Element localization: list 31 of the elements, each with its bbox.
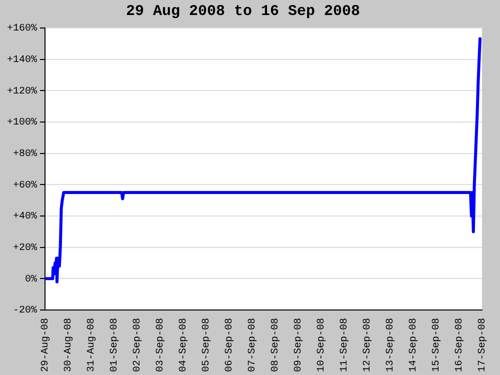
y-tick-label: -20%: [12, 306, 38, 317]
y-tick-label: +100%: [6, 118, 38, 129]
x-tick-label: 04-Sep-08: [178, 318, 190, 372]
x-tick-label: 01-Sep-08: [110, 318, 121, 372]
x-tick-label: 17-Sep-08: [478, 318, 489, 372]
x-tick-label: 30-Aug-08: [64, 318, 75, 372]
x-tick-label: 03-Sep-08: [156, 318, 167, 372]
x-tick-label: 06-Sep-08: [224, 318, 236, 372]
y-tick-label: +80%: [12, 148, 38, 160]
x-tick-label: 29-Aug-08: [40, 318, 52, 372]
x-tick-label: 07-Sep-08: [248, 318, 259, 372]
y-tick-label: +160%: [6, 24, 38, 35]
x-tick-label: 02-Sep-08: [132, 318, 144, 372]
x-tick-label: 14-Sep-08: [408, 318, 420, 372]
y-tick-label: +140%: [6, 54, 38, 66]
y-tick-label: 0%: [24, 274, 38, 286]
x-tick-label: 08-Sep-08: [270, 318, 282, 372]
x-tick-label: 05-Sep-08: [202, 318, 213, 372]
x-tick-label: 15-Sep-08: [432, 318, 443, 372]
x-tick-label: 13-Sep-08: [386, 318, 397, 372]
y-tick-label: +40%: [12, 212, 38, 223]
y-tick-label: +120%: [6, 86, 38, 98]
x-tick-label: 12-Sep-08: [362, 318, 374, 372]
x-tick-label: 16-Sep-08: [454, 318, 466, 372]
x-tick-label: 09-Sep-08: [294, 318, 305, 372]
x-tick-label: 31-Aug-08: [86, 318, 98, 372]
x-tick-label: 11-Sep-08: [340, 318, 351, 372]
chart-title: 29 Aug 2008 to 16 Sep 2008: [126, 2, 360, 20]
y-tick-label: +60%: [12, 180, 38, 192]
y-tick-label: +20%: [12, 242, 38, 254]
x-tick-label: 10-Sep-08: [316, 318, 328, 372]
